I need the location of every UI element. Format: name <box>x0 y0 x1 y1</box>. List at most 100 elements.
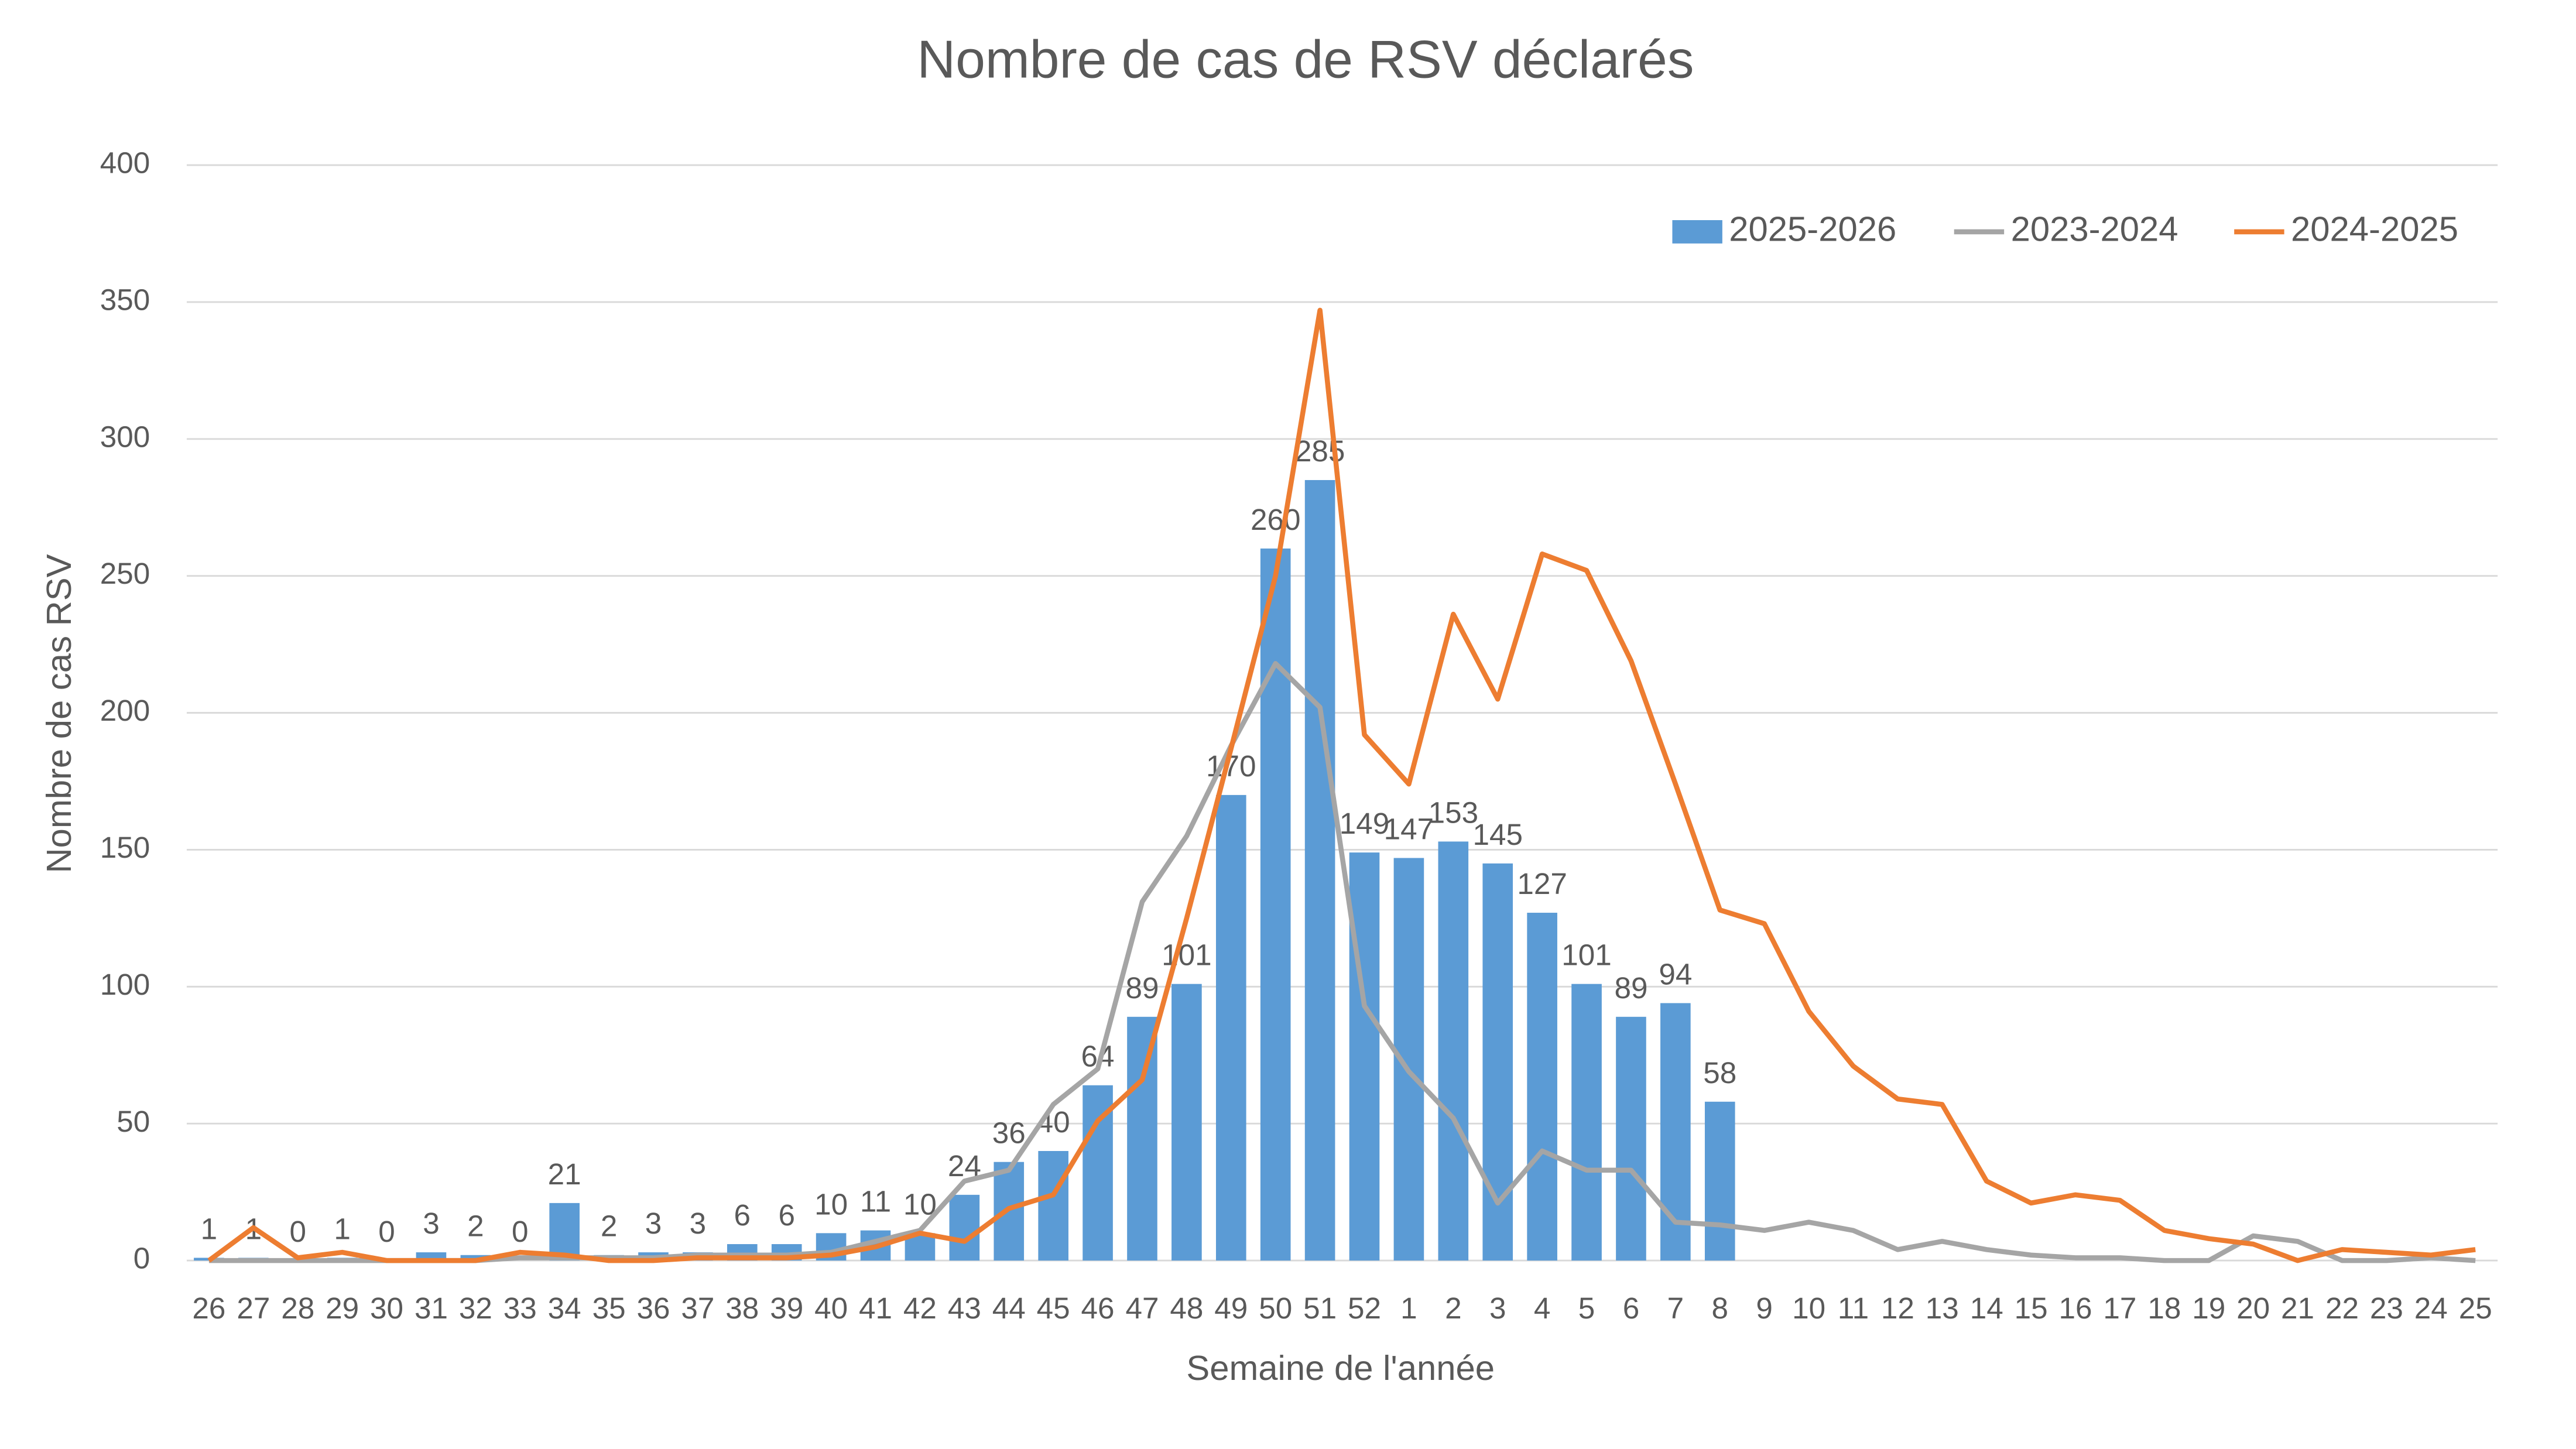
x-tick-label: 42 <box>903 1292 937 1325</box>
bar <box>1571 984 1602 1261</box>
x-tick-label: 35 <box>592 1292 626 1325</box>
x-tick-label: 16 <box>2059 1292 2092 1325</box>
x-tick-label: 19 <box>2192 1292 2225 1325</box>
bar <box>1260 548 1291 1261</box>
data-label: 10 <box>814 1187 848 1221</box>
data-label: 101 <box>1561 938 1612 972</box>
legend-label: 2023-2024 <box>2011 210 2178 249</box>
x-tick-label: 22 <box>2325 1292 2359 1325</box>
x-tick-label: 20 <box>2236 1292 2270 1325</box>
y-tick-label: 300 <box>100 420 150 453</box>
data-label: 147 <box>1384 812 1434 845</box>
bar <box>1038 1150 1068 1261</box>
legend-label: 2024-2025 <box>2291 210 2458 249</box>
bar <box>1127 1016 1157 1261</box>
data-label: 145 <box>1472 818 1523 851</box>
bar <box>1704 1101 1735 1261</box>
data-label: 94 <box>1659 957 1692 991</box>
x-tick-label: 39 <box>770 1292 803 1325</box>
x-tick-label: 48 <box>1170 1292 1203 1325</box>
x-tick-label: 29 <box>326 1292 359 1325</box>
bar <box>1660 1003 1691 1261</box>
y-axis-label: Nombre de cas RSV <box>39 554 78 873</box>
x-tick-label: 15 <box>2015 1292 2048 1325</box>
x-axis-label: Semaine de l'année <box>1186 1348 1495 1388</box>
x-tick-label: 3 <box>1489 1292 1506 1325</box>
x-tick-label: 2 <box>1445 1292 1462 1325</box>
x-tick-label: 10 <box>1792 1292 1825 1325</box>
data-label: 3 <box>645 1207 662 1240</box>
y-tick-label: 100 <box>100 968 150 1001</box>
x-tick-label: 27 <box>237 1292 270 1325</box>
y-tick-label: 50 <box>117 1105 150 1138</box>
x-tick-label: 30 <box>370 1292 403 1325</box>
data-label: 2 <box>467 1210 484 1243</box>
x-tick-label: 34 <box>548 1292 581 1325</box>
x-tick-label: 28 <box>281 1292 314 1325</box>
data-label: 21 <box>548 1157 581 1191</box>
data-label: 3 <box>423 1207 440 1240</box>
x-tick-label: 24 <box>2414 1292 2448 1325</box>
data-label: 89 <box>1614 971 1647 1005</box>
x-tick-label: 9 <box>1756 1292 1773 1325</box>
bar <box>1438 841 1469 1261</box>
data-label: 0 <box>512 1215 529 1248</box>
data-label: 149 <box>1340 807 1390 840</box>
x-tick-label: 18 <box>2147 1292 2181 1325</box>
x-tick-label: 7 <box>1667 1292 1684 1325</box>
data-label: 2 <box>601 1210 618 1243</box>
x-tick-label: 37 <box>681 1292 714 1325</box>
data-label: 6 <box>734 1198 751 1232</box>
x-tick-label: 41 <box>859 1292 892 1325</box>
bar <box>1215 794 1246 1261</box>
y-tick-label: 150 <box>100 831 150 864</box>
x-tick-label: 14 <box>1970 1292 2003 1325</box>
bar <box>1349 852 1380 1261</box>
x-tick-label: 47 <box>1125 1292 1159 1325</box>
x-tick-label: 11 <box>1838 1292 1869 1325</box>
x-tick-label: 43 <box>948 1292 981 1325</box>
data-label: 36 <box>992 1116 1026 1150</box>
data-label: 0 <box>378 1215 395 1248</box>
x-tick-label: 40 <box>814 1292 848 1325</box>
x-tick-label: 21 <box>2281 1292 2314 1325</box>
data-label: 58 <box>1703 1056 1736 1090</box>
x-tick-label: 6 <box>1623 1292 1640 1325</box>
data-label: 0 <box>289 1215 306 1248</box>
x-tick-label: 26 <box>192 1292 225 1325</box>
bar <box>949 1194 980 1261</box>
x-tick-label: 4 <box>1534 1292 1551 1325</box>
legend-swatch <box>1672 220 1722 244</box>
data-label: 153 <box>1429 796 1479 829</box>
x-tick-label: 5 <box>1578 1292 1595 1325</box>
data-label: 1 <box>201 1212 218 1245</box>
x-tick-label: 38 <box>725 1292 759 1325</box>
data-label: 89 <box>1125 971 1159 1005</box>
x-tick-label: 12 <box>1881 1292 1914 1325</box>
x-tick-label: 13 <box>1926 1292 1959 1325</box>
y-tick-label: 0 <box>133 1242 150 1275</box>
x-tick-label: 51 <box>1303 1292 1337 1325</box>
data-label: 3 <box>690 1207 707 1240</box>
data-label: 101 <box>1162 938 1212 972</box>
x-tick-label: 33 <box>503 1292 537 1325</box>
bar <box>460 1255 491 1261</box>
chart-title: Nombre de cas de RSV déclarés <box>917 30 1694 89</box>
x-tick-label: 1 <box>1400 1292 1417 1325</box>
x-tick-label: 46 <box>1081 1292 1115 1325</box>
y-tick-label: 350 <box>100 283 150 316</box>
x-tick-label: 23 <box>2370 1292 2403 1325</box>
x-tick-label: 45 <box>1037 1292 1070 1325</box>
x-tick-label: 8 <box>1712 1292 1729 1325</box>
data-label: 11 <box>860 1185 891 1218</box>
x-tick-label: 25 <box>2459 1292 2492 1325</box>
bar <box>1527 913 1557 1261</box>
bar <box>1304 479 1335 1261</box>
line <box>207 307 2476 1263</box>
x-tick-label: 44 <box>992 1292 1026 1325</box>
data-label: 260 <box>1251 503 1301 536</box>
bar <box>549 1203 580 1261</box>
x-tick-label: 17 <box>2103 1292 2136 1325</box>
data-label: 6 <box>778 1198 795 1232</box>
